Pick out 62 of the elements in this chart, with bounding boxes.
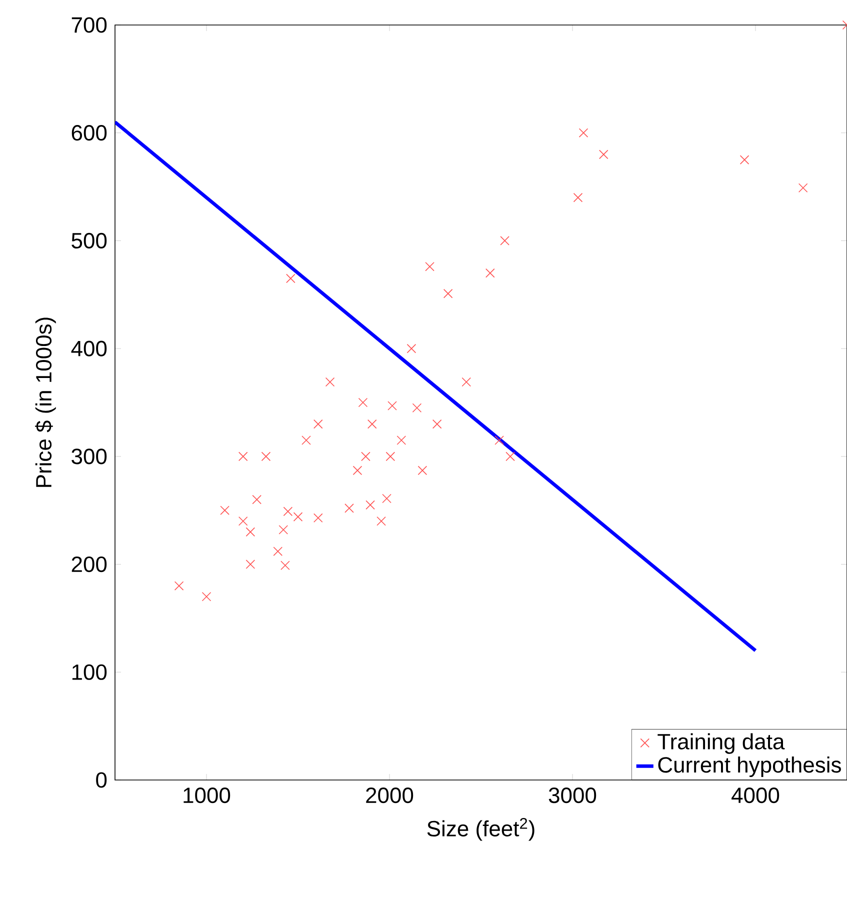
point	[273, 546, 283, 556]
point	[573, 192, 583, 202]
x-tick-label: 1000	[184, 788, 230, 804]
y-tick-label: 600	[72, 125, 107, 141]
point	[202, 592, 212, 602]
point	[598, 150, 608, 160]
point	[366, 500, 375, 510]
point	[283, 506, 293, 516]
y-tick-label: 700	[72, 17, 107, 33]
point	[261, 452, 271, 462]
y-tick-label: 100	[72, 664, 107, 680]
y-axis-title: Price $ (in 1000s)	[35, 318, 56, 487]
point	[494, 436, 504, 445]
y-tick-label: 500	[72, 232, 107, 248]
point	[238, 516, 248, 526]
x-tick-label: 2000	[366, 788, 414, 804]
point	[238, 452, 248, 462]
point	[418, 466, 428, 476]
point	[367, 419, 377, 429]
point	[376, 516, 386, 526]
point	[388, 401, 397, 410]
point	[325, 377, 335, 387]
y-tick-label: 200	[72, 556, 107, 572]
point	[443, 288, 453, 298]
point	[798, 183, 808, 192]
point	[246, 560, 256, 569]
x-tick-label: 3000	[548, 788, 596, 804]
y-tick-label: 0	[96, 772, 107, 788]
point	[500, 236, 510, 246]
x-axis-title: Size (feet$^{2}$)	[427, 818, 534, 841]
point	[174, 581, 184, 590]
point	[246, 527, 256, 537]
point	[280, 560, 290, 570]
point	[386, 452, 396, 462]
point	[313, 419, 323, 429]
point	[313, 513, 323, 523]
x-tick-label: 4000	[732, 788, 780, 804]
point	[506, 452, 515, 462]
point	[293, 512, 303, 522]
point	[486, 268, 495, 278]
point	[286, 274, 296, 284]
legend-label: Current hypothesis	[658, 756, 841, 778]
point	[462, 377, 472, 387]
point	[432, 419, 442, 429]
point	[396, 436, 406, 445]
point	[361, 452, 370, 462]
y-tick-label: 300	[72, 448, 107, 464]
point	[302, 436, 311, 445]
point	[578, 128, 588, 138]
point	[740, 155, 750, 164]
point	[220, 506, 230, 515]
point	[278, 525, 288, 534]
point	[352, 466, 362, 476]
point	[406, 344, 416, 354]
point	[425, 262, 434, 272]
point	[358, 398, 368, 408]
point	[344, 504, 354, 513]
point	[382, 494, 392, 504]
point	[412, 403, 422, 413]
point	[252, 494, 262, 504]
y-tick-label: 400	[71, 340, 107, 356]
legend-label: Training data	[658, 733, 785, 754]
